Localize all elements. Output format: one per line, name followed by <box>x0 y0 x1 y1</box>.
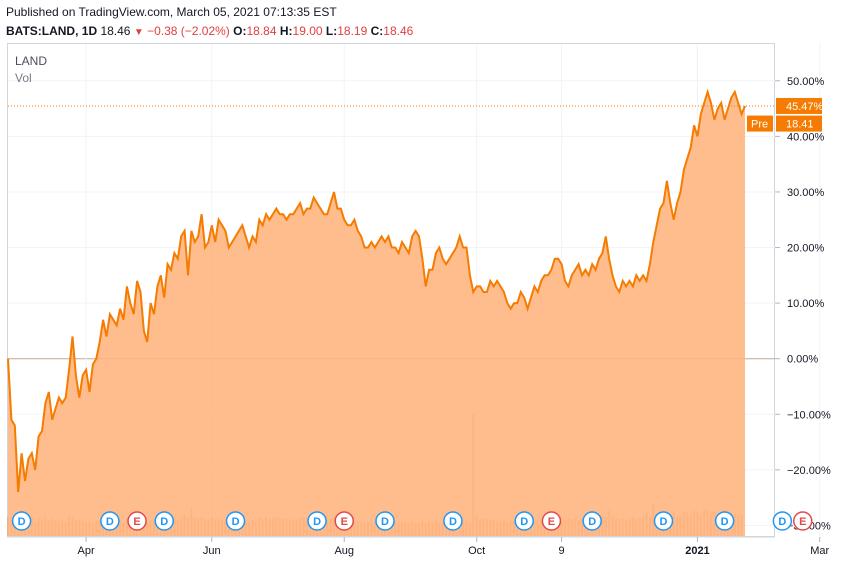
y-tick-label: 0.00% <box>787 354 818 366</box>
marker-label: D <box>381 516 389 528</box>
high-label: H: <box>279 24 293 38</box>
marker-label: D <box>160 516 168 528</box>
dividend-marker[interactable] <box>225 511 246 531</box>
price-line <box>7 88 746 493</box>
price-change: −0.38 (−2.02%) <box>147 24 230 38</box>
marker-label: E <box>548 516 555 528</box>
dividend-marker[interactable] <box>443 511 463 531</box>
price-badges: 45.47% Pre 18.41 <box>747 97 824 132</box>
marker-label: E <box>341 516 348 528</box>
y-tick-label: −10.00% <box>787 409 831 421</box>
x-tick-label: 9 <box>559 545 565 557</box>
dividend-marker[interactable] <box>514 511 534 531</box>
y-tick-label: 10.00% <box>787 298 825 310</box>
dividend-marker[interactable] <box>582 511 602 531</box>
x-tick-label: Apr <box>78 545 95 557</box>
low-value: 18.19 <box>337 24 368 38</box>
high-value: 19.00 <box>292 24 323 38</box>
dividend-marker[interactable] <box>772 511 793 531</box>
current-percent-badge <box>776 97 822 114</box>
ohlc-header: BATS:LAND, 1D 18.46 ▼ −0.38 (−2.02%) O:1… <box>6 24 413 38</box>
y-tick-label: −20.00% <box>787 465 831 477</box>
marker-label: E <box>133 516 140 528</box>
current-percent-label: 45.47% <box>786 101 824 113</box>
close-label: C: <box>370 24 384 38</box>
premarket-label: Pre <box>751 119 768 131</box>
dividend-marker[interactable] <box>154 511 174 531</box>
dividend-marker[interactable] <box>653 511 674 531</box>
open-value: 18.84 <box>246 24 277 38</box>
earnings-marker[interactable] <box>334 511 354 531</box>
premarket-price-label: 18.41 <box>786 119 814 131</box>
marker-label: D <box>18 516 26 528</box>
low-label: L: <box>325 24 338 38</box>
dividend-marker[interactable] <box>714 511 735 531</box>
marker-label: D <box>588 516 596 528</box>
y-tick-label: 50.00% <box>787 76 825 88</box>
marker-label: D <box>721 516 729 528</box>
close-value: 18.46 <box>383 24 414 38</box>
price-area <box>8 91 745 537</box>
y-tick-label: 30.00% <box>787 187 825 199</box>
marker-label: D <box>660 516 668 528</box>
dividend-marker[interactable] <box>307 511 327 531</box>
x-tick-label: Aug <box>334 545 354 557</box>
down-triangle-icon: ▼ <box>133 27 144 38</box>
symbol-label: BATS:LAND, 1D <box>6 24 98 38</box>
x-tick-label: 2021 <box>685 545 709 557</box>
earnings-marker[interactable] <box>792 511 813 531</box>
x-tick-label: Mar <box>810 545 829 557</box>
y-tick-label: 20.00% <box>787 243 825 255</box>
dividend-marker[interactable] <box>11 511 32 531</box>
premarket-price-badge <box>776 115 822 132</box>
legend-volume: Vol <box>15 71 32 85</box>
dividend-marker[interactable] <box>375 511 395 531</box>
marker-label: D <box>313 516 321 528</box>
marker-label: D <box>778 516 786 528</box>
earnings-marker[interactable] <box>541 511 562 531</box>
marker-label: D <box>449 516 457 528</box>
y-axis: 50.00% 40.00% 30.00% 20.00% 10.00% 0.00% −10.0… <box>775 76 831 532</box>
marker-label: D <box>106 516 114 528</box>
legend-symbol: LAND <box>15 54 48 68</box>
dividend-marker[interactable] <box>100 511 120 531</box>
published-caption: Published on TradingView.com, March 05, … <box>6 5 337 19</box>
marker-label: D <box>520 516 528 528</box>
premarket-tag <box>747 115 773 132</box>
y-tick-label: 40.00% <box>787 131 825 143</box>
x-tick-label: Jun <box>203 545 221 557</box>
open-label: O: <box>233 24 247 38</box>
x-axis: Apr Jun Aug Oct 9 2021 Mar <box>7 536 830 557</box>
last-price: 18.46 <box>100 24 131 38</box>
x-tick-label: Oct <box>468 545 485 557</box>
marker-label: D <box>232 516 240 528</box>
earnings-marker[interactable] <box>127 511 147 531</box>
marker-label: E <box>799 516 806 528</box>
